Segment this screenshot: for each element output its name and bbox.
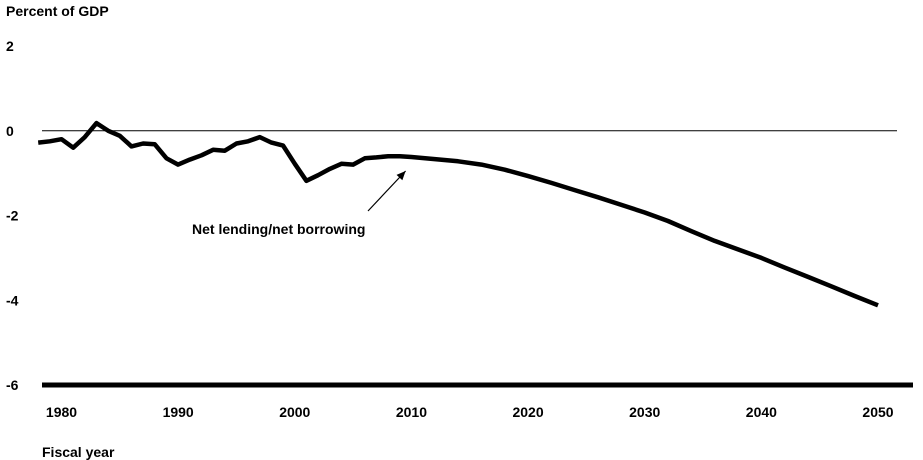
y-tick-label: -4: [6, 292, 19, 308]
y-tick-label: 0: [6, 123, 14, 139]
y-tick-labels: 2 0 -2 -4 -6: [6, 38, 19, 393]
x-tick-label: 2000: [279, 404, 310, 420]
x-tick-label: 2030: [629, 404, 660, 420]
x-tick-label: 1990: [163, 404, 194, 420]
x-tick-labels: 1980 1990 2000 2010 2020 2030 2040 2050: [46, 404, 894, 420]
x-tick-label: 2050: [862, 404, 893, 420]
x-tick-label: 2020: [512, 404, 543, 420]
x-tick-label: 2040: [746, 404, 777, 420]
x-tick-label: 1980: [46, 404, 77, 420]
y-axis-label: Percent of GDP: [6, 3, 109, 19]
y-tick-label: -2: [6, 208, 19, 224]
net-lending-series-line: [38, 123, 878, 305]
annotation-label: Net lending/net borrowing: [192, 221, 365, 237]
y-tick-label: 2: [6, 38, 14, 54]
series-points: [38, 123, 878, 305]
x-axis-label: Fiscal year: [42, 444, 115, 460]
y-tick-label: -6: [6, 377, 19, 393]
x-tick-label: 2010: [396, 404, 427, 420]
